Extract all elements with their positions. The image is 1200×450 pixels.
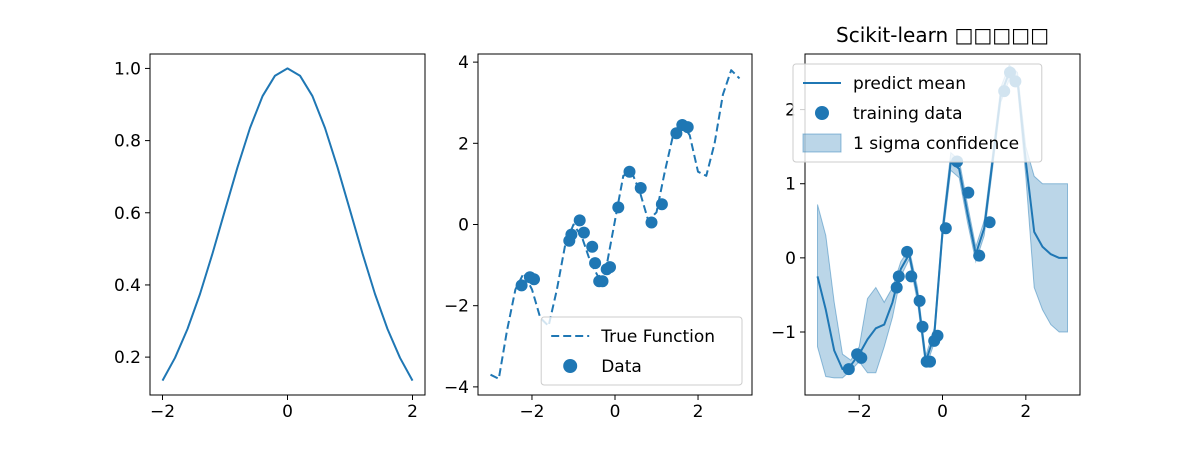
x-tick-label: 0 <box>282 402 293 422</box>
data-point <box>604 261 616 274</box>
axes-frame <box>149 53 426 396</box>
data-point <box>842 363 855 376</box>
legend-box <box>792 63 1043 163</box>
data-point <box>645 216 658 229</box>
x-tick-label: 0 <box>937 402 948 422</box>
legend-box <box>540 316 743 386</box>
legend-label: training data <box>853 104 963 124</box>
data-point <box>962 186 975 199</box>
y-tick-label: 0 <box>458 216 469 236</box>
data-point <box>528 273 540 286</box>
data-point <box>681 121 694 134</box>
plot-area <box>490 69 741 380</box>
legend-label: 1 sigma confidence <box>853 134 1019 154</box>
plot-area <box>161 67 414 382</box>
data-point <box>634 182 647 194</box>
data-point <box>855 351 868 364</box>
x-tick-label: 2 <box>693 402 704 422</box>
legend-label: True Function <box>600 327 715 347</box>
data-point <box>913 294 926 307</box>
legend-marker-swatch <box>815 106 829 120</box>
y-tick-label: 1.0 <box>114 59 141 79</box>
data-point <box>892 270 905 283</box>
data-point <box>515 279 528 292</box>
data-point <box>924 355 936 368</box>
x-tick-label: 2 <box>1020 402 1031 422</box>
y-tick-label: 2 <box>785 101 796 121</box>
data-point <box>589 257 602 270</box>
x-tick-label: 2 <box>407 402 418 422</box>
series-line-0 <box>161 67 414 382</box>
data-point <box>973 249 986 262</box>
data-point <box>623 165 636 178</box>
legend: True Function Data <box>540 316 743 386</box>
data-point <box>939 222 952 235</box>
y-tick-label: −2 <box>444 297 469 317</box>
y-tick-label: 0.2 <box>114 348 141 368</box>
y-tick-label: 0.8 <box>114 132 141 152</box>
y-tick-label: 1 <box>785 175 796 195</box>
legend-label: predict mean <box>853 74 966 94</box>
x-tick-label: 0 <box>610 402 621 422</box>
data-point <box>890 281 903 294</box>
y-tick-label: 0 <box>785 249 796 269</box>
data-point <box>905 270 918 283</box>
y-tick-label: −1 <box>771 323 796 343</box>
confidence-band-2 <box>817 64 1068 379</box>
data-point <box>565 228 578 241</box>
legend-label: Data <box>601 357 642 377</box>
data-point <box>573 214 586 227</box>
chart-gp-regression: −2 0 2 −1 0 1 2 Scikit-learn □□□□□ predict mean t… <box>771 23 1081 422</box>
chart-true-function-data: −2 0 2 −4 −2 0 2 4 True Function Data <box>444 53 753 422</box>
data-point <box>655 198 668 211</box>
x-tick-label: −2 <box>519 402 544 422</box>
y-tick-label: 2 <box>458 134 469 154</box>
data-point <box>916 320 929 333</box>
y-tick-label: 0.6 <box>114 204 141 224</box>
data-point <box>983 216 996 229</box>
y-tick-label: 4 <box>458 53 469 73</box>
data-point <box>596 275 609 288</box>
chart-title: Scikit-learn □□□□□ <box>836 23 1049 47</box>
data-point <box>931 329 944 342</box>
x-tick-label: −2 <box>847 402 872 422</box>
legend-marker-swatch <box>563 359 578 373</box>
y-tick-label: −4 <box>444 378 469 398</box>
y-tick-label: 0.4 <box>114 276 141 296</box>
legend-band-swatch <box>802 133 842 153</box>
data-point <box>586 240 599 253</box>
chart-gaussian-curve: −2 0 2 0.2 0.4 0.6 0.8 1.0 <box>114 53 426 422</box>
legend: predict mean training data 1 sigma confide… <box>792 63 1043 163</box>
data-point <box>612 201 625 214</box>
series-line-0 <box>490 69 741 380</box>
data-point <box>577 226 590 239</box>
data-point <box>901 245 914 258</box>
x-tick-label: −2 <box>150 402 175 422</box>
